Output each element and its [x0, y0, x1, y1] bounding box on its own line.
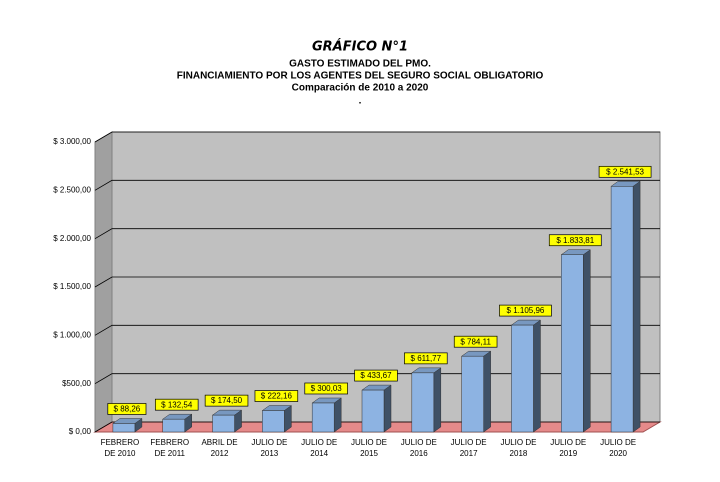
bar-side: [483, 350, 491, 433]
grid-line: [94, 131, 660, 143]
value-label: $ 300,03: [311, 384, 343, 393]
x-tick-label: JULIO DE: [500, 438, 536, 447]
bar: [112, 423, 136, 433]
value-label: $ 611,77: [411, 354, 442, 363]
value-label: $ 174,50: [211, 396, 243, 405]
value-label: $ 1.105,96: [507, 306, 545, 315]
bar-side: [632, 180, 641, 433]
x-tick-label: 2015: [360, 449, 378, 458]
x-tick-label: 2013: [260, 449, 278, 458]
value-label: $ 433,67: [360, 371, 392, 380]
x-tick-label: JULIO DE: [401, 438, 437, 447]
bar: [262, 410, 285, 433]
bar-side: [333, 397, 342, 433]
x-tick-label: 2016: [410, 449, 428, 458]
x-tick-label: DE 2010: [104, 449, 136, 458]
bar: [361, 389, 385, 433]
bar-side: [433, 367, 442, 433]
x-tick-label: DE 2011: [154, 449, 185, 458]
value-label-box: [404, 352, 448, 365]
chart-title: GRÁFICO N°1: [312, 39, 408, 55]
bar-side: [383, 384, 392, 433]
x-tick-label: 2014: [310, 449, 328, 458]
value-label-box: [548, 234, 602, 247]
bar: [162, 418, 185, 433]
bar: [411, 372, 435, 433]
value-label-box: [598, 165, 652, 178]
bar: [311, 402, 335, 433]
x-tick-label: ABRIL DE: [201, 438, 237, 447]
x-tick-label: JULIO DE: [301, 438, 337, 447]
grid-line: [94, 228, 660, 240]
value-label-box: [499, 304, 552, 317]
y-tick-label: $ 2.500,00: [53, 185, 91, 194]
grid-line: [94, 324, 660, 336]
value-label-box: [154, 398, 199, 411]
grid-line: [94, 179, 660, 191]
chart-subtitle: GASTO ESTIMADO DEL PMO.: [289, 59, 431, 70]
x-tick-label: JULIO DE: [600, 438, 636, 447]
x-tick-label: FEBRERO: [150, 438, 189, 447]
x-tick-label: JULIO DE: [550, 438, 586, 447]
x-tick-label: FEBRERO: [101, 438, 140, 447]
chart-subtitle: .: [359, 96, 362, 107]
x-tick-label: 2012: [211, 449, 229, 458]
grid-line: [94, 276, 660, 288]
bar: [610, 186, 634, 433]
value-label-box: [354, 369, 398, 382]
value-label: $ 1.833,81: [556, 236, 594, 245]
x-tick-label: 2019: [559, 449, 577, 458]
chart-subtitle: FINANCIAMIENTO POR LOS AGENTES DEL SEGUR…: [177, 71, 544, 82]
y-tick-label: $500,00: [62, 379, 91, 388]
value-label: $ 132,54: [161, 400, 193, 409]
x-tick-label: JULIO DE: [351, 438, 387, 447]
x-tick-label: 2017: [460, 449, 478, 458]
x-tick-label: JULIO DE: [451, 438, 487, 447]
y-tick-label: $ 0,00: [69, 427, 92, 436]
bar-side: [533, 319, 541, 433]
value-label-box: [304, 382, 348, 395]
x-tick-label: 2018: [510, 449, 528, 458]
y-tick-label: $ 1.000,00: [53, 330, 91, 339]
value-label: $ 88,26: [114, 405, 141, 414]
value-label: $ 784,11: [460, 337, 491, 346]
value-label-box: [204, 394, 249, 407]
y-tick-label: $ 1.500,00: [53, 282, 91, 291]
value-label-box: [254, 390, 299, 402]
bar: [461, 355, 484, 433]
bar-side: [583, 249, 591, 433]
value-label: $ 2.541,53: [606, 167, 644, 176]
x-tick-label: JULIO DE: [251, 438, 287, 447]
value-label-box: [107, 403, 147, 415]
value-label: $ 222,16: [261, 392, 293, 401]
x-tick-label: 2020: [609, 449, 627, 458]
bar: [561, 254, 584, 433]
bar: [511, 324, 534, 433]
y-tick-label: $ 3.000,00: [53, 137, 91, 146]
chart-subtitle: Comparación de 2010 a 2020: [292, 83, 429, 94]
y-tick-label: $ 2.000,00: [53, 234, 91, 243]
value-label-box: [453, 335, 498, 348]
bar: [212, 414, 235, 433]
